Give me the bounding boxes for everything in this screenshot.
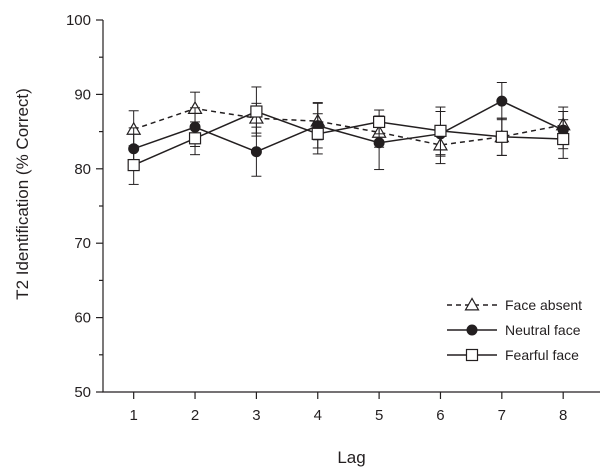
data-point [250,105,263,118]
y-tick-label: 90 [74,86,91,103]
data-point [373,115,386,129]
legend-item-face-absent: Face absent [447,297,582,313]
y-tick-label: 80 [74,161,91,178]
y-tick-label: 100 [66,12,91,29]
data-point [127,158,140,172]
legend-label: Neutral face [505,322,581,338]
y-axis-title: T2 Identification (% Correct) [13,88,32,300]
x-tick-label: 3 [252,407,260,424]
legend-label: Fearful face [505,347,579,363]
data-point [250,146,262,158]
data-point [495,130,508,143]
series-line [133,100,564,153]
y-tick-label: 50 [74,384,91,401]
data-point [311,127,324,140]
x-tick-label: 2 [191,407,199,424]
legend-item-neutral-face: Neutral face [447,322,581,338]
legend-marker [464,297,480,311]
data-point [496,95,508,107]
chart-axes: 50 60 70 80 90 100 1 2 3 4 5 6 7 8 [66,12,600,424]
legend-marker [466,324,478,336]
x-tick-label: 4 [314,407,322,424]
chart-legend: Face absent Neutral face Fearful face [447,297,582,363]
x-tick-label: 6 [436,407,444,424]
series-fearful-face [127,86,570,185]
chart-series [126,81,571,185]
x-tick-label: 1 [130,407,138,424]
data-point [188,132,202,145]
y-tick-label: 70 [74,235,91,252]
y-tick-label: 60 [74,310,91,327]
legend-marker [465,348,479,362]
data-point [434,124,447,137]
x-axis-title: Lag [337,448,365,467]
series-line [133,107,564,146]
data-point [373,137,385,149]
legend-item-fearful-face: Fearful face [447,347,579,363]
data-point [557,132,570,146]
series-line [133,110,564,166]
legend-label: Face absent [505,297,582,313]
x-tick-label: 5 [375,407,383,424]
x-tick-label: 7 [498,407,506,424]
x-tick-label: 8 [559,407,567,424]
